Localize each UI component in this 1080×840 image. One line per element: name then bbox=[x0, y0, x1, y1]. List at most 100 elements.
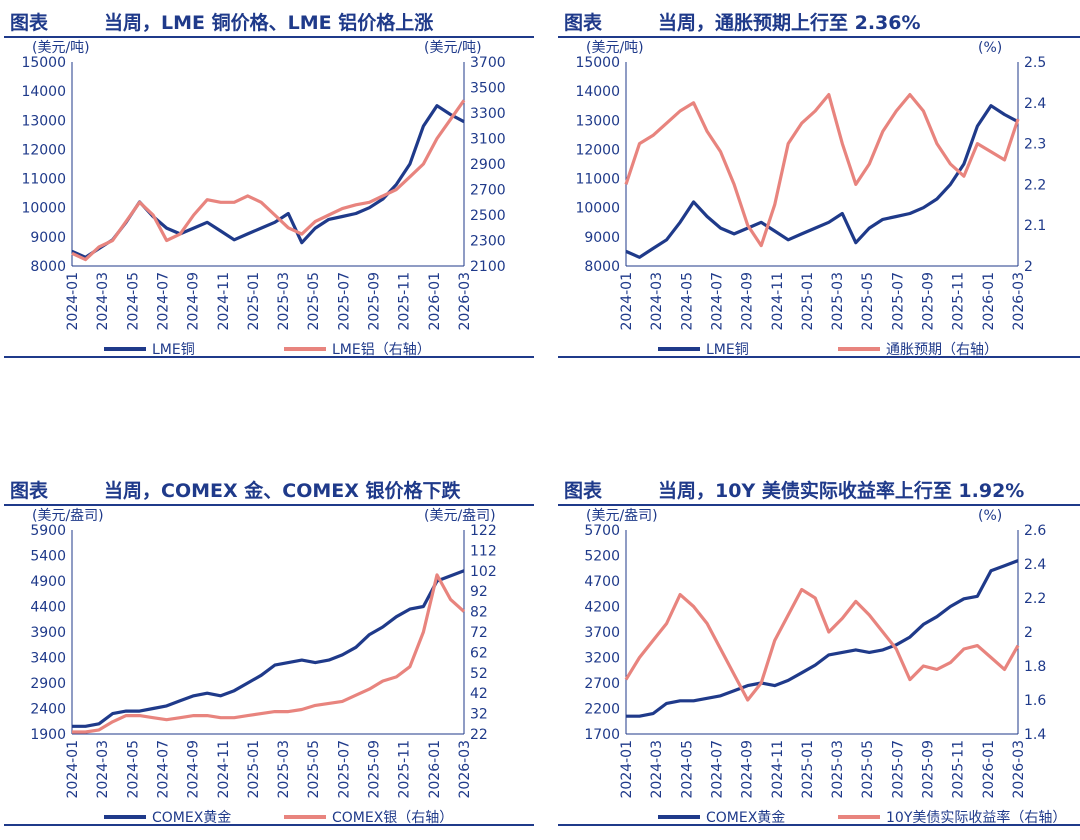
x-tick-label: 2024-11 bbox=[216, 272, 232, 331]
left-tick-label: 3700 bbox=[584, 625, 620, 641]
x-tick-label: 2025-07 bbox=[336, 272, 352, 331]
panel-title: 当周，10Y 美债实际收益率上行至 1.92% bbox=[658, 480, 1025, 502]
left-tick-label: 3900 bbox=[30, 625, 66, 641]
left-tick-label: 5400 bbox=[30, 549, 66, 565]
x-tick-label: 2025-01 bbox=[246, 740, 262, 799]
x-tick-label: 2024-07 bbox=[155, 740, 171, 799]
x-tick-label: 2024-11 bbox=[216, 740, 232, 799]
x-tick-label: 2024-03 bbox=[649, 272, 665, 331]
series-line-primary bbox=[72, 569, 465, 728]
x-tick-label: 2025-11 bbox=[951, 272, 967, 331]
left-tick-label: 15000 bbox=[575, 55, 620, 71]
right-tick-label: 2300 bbox=[470, 234, 506, 250]
right-tick-label: 32 bbox=[470, 707, 488, 723]
right-axis-unit: (%) bbox=[978, 508, 1002, 524]
series-line-secondary bbox=[624, 93, 1020, 248]
left-tick-label: 2400 bbox=[30, 702, 66, 718]
legend-label: LME铜 bbox=[706, 342, 749, 358]
chart-panel-inflation-expectation: 图表 当周，通胀预期上行至 2.36% (美元/吨) (%) 8000 9000 100… bbox=[558, 4, 1080, 364]
left-tick-label: 11000 bbox=[21, 172, 66, 188]
x-tick-label: 2025-03 bbox=[276, 272, 292, 331]
right-tick-label: 2.5 bbox=[1024, 55, 1046, 71]
x-tick-label: 2025-01 bbox=[800, 740, 816, 799]
right-tick-label: 3100 bbox=[470, 132, 506, 148]
left-tick-label: 9000 bbox=[30, 230, 66, 246]
right-tick-label: 42 bbox=[470, 686, 488, 702]
left-axis-unit: (美元/吨) bbox=[32, 40, 90, 56]
left-tick-label: 1700 bbox=[584, 727, 620, 743]
chart-panel-comex-gold-silver: 图表 当周，COMEX 金、COMEX 银价格下跌 (美元/盎司) (美元/盎司)… bbox=[4, 472, 534, 832]
right-axis-unit: (美元/盎司) bbox=[424, 508, 496, 524]
x-tick-label: 2025-09 bbox=[367, 740, 383, 799]
left-tick-label: 4700 bbox=[584, 574, 620, 590]
left-tick-label: 5200 bbox=[584, 549, 620, 565]
right-tick-label: 92 bbox=[470, 584, 488, 600]
right-tick-label: 2.6 bbox=[1024, 523, 1046, 539]
left-tick-label: 8000 bbox=[584, 259, 620, 275]
right-axis-unit: (%) bbox=[978, 40, 1002, 56]
x-tick-label: 2024-03 bbox=[649, 740, 665, 799]
left-tick-label: 2900 bbox=[30, 676, 66, 692]
x-tick-label: 2026-01 bbox=[981, 272, 997, 331]
left-tick-label: 15000 bbox=[21, 55, 66, 71]
left-tick-label: 2700 bbox=[584, 676, 620, 692]
line-chart: (美元/吨) (%) 8000 9000 10000 11000 12000 13000 140… bbox=[575, 40, 1046, 358]
legend-label: LME铝（右轴） bbox=[332, 342, 431, 358]
x-tick-label: 2024-07 bbox=[155, 272, 171, 331]
legend-label: COMEX黄金 bbox=[706, 809, 785, 826]
left-tick-label: 8000 bbox=[30, 259, 66, 275]
right-tick-label: 72 bbox=[470, 625, 488, 641]
x-tick-label: 2024-01 bbox=[65, 272, 81, 331]
right-tick-label: 22 bbox=[470, 727, 488, 743]
left-tick-label: 4200 bbox=[584, 600, 620, 616]
right-tick-label: 2.4 bbox=[1024, 96, 1046, 112]
right-tick-label: 112 bbox=[470, 543, 497, 559]
right-tick-label: 102 bbox=[470, 564, 497, 580]
x-tick-label: 2025-09 bbox=[921, 740, 937, 799]
x-tick-label: 2024-05 bbox=[125, 272, 141, 331]
panel-tag: 图表 bbox=[564, 480, 603, 502]
x-tick-label: 2025-01 bbox=[246, 272, 262, 331]
x-tick-label: 2024-11 bbox=[770, 272, 786, 331]
legend-label: 10Y美债实际收益率（右轴） bbox=[886, 809, 1066, 826]
right-tick-label: 52 bbox=[470, 666, 488, 682]
x-tick-label: 2024-03 bbox=[95, 740, 111, 799]
x-tick-label: 2024-07 bbox=[709, 740, 725, 799]
right-tick-label: 2.2 bbox=[1024, 177, 1046, 193]
x-tick-label: 2025-05 bbox=[306, 272, 322, 331]
left-tick-label: 14000 bbox=[575, 84, 620, 100]
right-tick-label: 62 bbox=[470, 645, 488, 661]
x-tick-label: 2024-03 bbox=[95, 272, 111, 331]
left-tick-label: 4900 bbox=[30, 574, 66, 590]
left-tick-label: 14000 bbox=[21, 84, 66, 100]
panel-title: 当周，LME 铜价格、LME 铝价格上涨 bbox=[104, 12, 434, 34]
line-chart: (美元/盎司) (美元/盎司) 1900 2400 2900 3400 3900 4400 49… bbox=[30, 508, 497, 826]
left-axis-unit: (美元/盎司) bbox=[32, 508, 104, 524]
chart-panel-10y-real-yield: 图表 当周，10Y 美债实际收益率上行至 1.92% (美元/盎司) (%) 170… bbox=[558, 472, 1080, 832]
right-tick-label: 2 bbox=[1024, 259, 1033, 275]
x-tick-label: 2024-09 bbox=[186, 740, 202, 799]
x-tick-label: 2026-01 bbox=[427, 272, 443, 331]
right-tick-label: 2 bbox=[1024, 625, 1033, 641]
left-tick-label: 10000 bbox=[575, 201, 620, 217]
left-axis-unit: (美元/盎司) bbox=[586, 508, 658, 524]
left-tick-label: 3400 bbox=[30, 651, 66, 667]
x-tick-label: 2024-05 bbox=[679, 740, 695, 799]
right-tick-label: 3500 bbox=[470, 81, 506, 97]
legend-label: LME铜 bbox=[152, 342, 195, 358]
right-tick-label: 2500 bbox=[470, 208, 506, 224]
left-tick-label: 5900 bbox=[30, 523, 66, 539]
panel-bottom-rule bbox=[558, 824, 1080, 826]
right-tick-label: 82 bbox=[470, 605, 488, 621]
series-line-secondary bbox=[72, 573, 466, 734]
right-tick-label: 2.3 bbox=[1024, 137, 1046, 153]
left-tick-label: 10000 bbox=[21, 201, 66, 217]
x-tick-label: 2024-01 bbox=[619, 740, 635, 799]
x-tick-label: 2024-09 bbox=[740, 740, 756, 799]
left-tick-label: 13000 bbox=[575, 113, 620, 129]
legend-label: COMEX银（右轴） bbox=[332, 810, 453, 826]
x-tick-label: 2026-01 bbox=[427, 740, 443, 799]
chart-panel-lme-copper-aluminum: 图表 当周，LME 铜价格、LME 铝价格上涨 (美元/吨) (美元/吨) 8000… bbox=[4, 4, 534, 364]
x-tick-label: 2025-05 bbox=[306, 740, 322, 799]
panel-title: 当周，COMEX 金、COMEX 银价格下跌 bbox=[104, 480, 461, 502]
